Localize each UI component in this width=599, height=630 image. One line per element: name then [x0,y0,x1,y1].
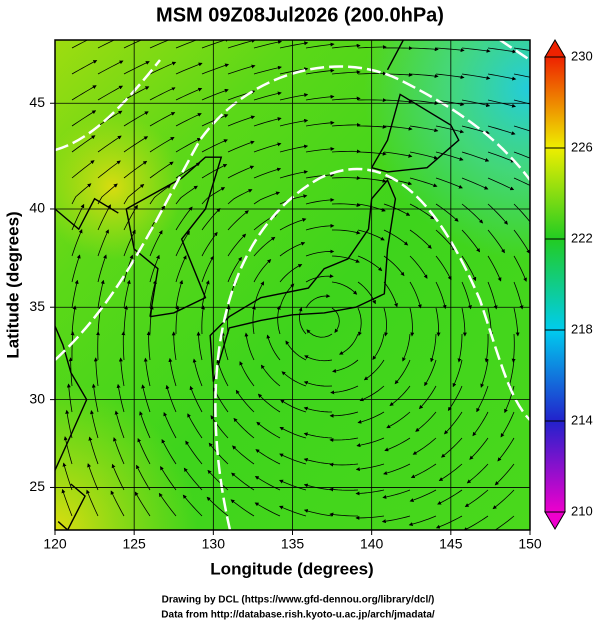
y-axis-label: Latitude (degrees) [3,211,22,358]
x-axis-label: Longitude (degrees) [210,559,373,578]
credit-line: Drawing by DCL (https://www.gfd-dennou.o… [162,595,435,606]
map-title: MSM 09Z08Jul2026 (200.0hPa) [156,4,444,26]
colorbar-tick-label: 230 [571,48,593,63]
colorbar-tick-label: 218 [571,321,593,336]
colorbar-tick-label: 222 [571,230,593,245]
x-tick-label: 140 [360,536,384,552]
x-tick-label: 145 [439,536,463,552]
y-tick-label: 45 [29,94,45,110]
y-tick-label: 25 [29,478,45,494]
colorbar-tick-label: 214 [571,412,593,427]
colorbar-cap [545,40,565,57]
credit-line: Data from http://database.rish.kyoto-u.a… [161,610,435,621]
colorbar-tick-label: 210 [571,503,593,518]
x-tick-label: 130 [202,536,226,552]
y-tick-label: 35 [29,298,45,314]
x-tick-label: 125 [122,536,146,552]
y-tick-label: 40 [29,200,45,216]
x-tick-label: 150 [518,536,542,552]
x-tick-label: 120 [43,536,67,552]
colorbar-cap [545,512,565,529]
field-area [55,35,542,532]
colorbar-tick-label: 226 [571,139,593,154]
colorbar: 210 214 218 222 226 230 [545,40,593,529]
y-tick-label: 30 [29,390,45,406]
x-tick-label: 135 [281,536,305,552]
colorbar-body [545,57,565,512]
